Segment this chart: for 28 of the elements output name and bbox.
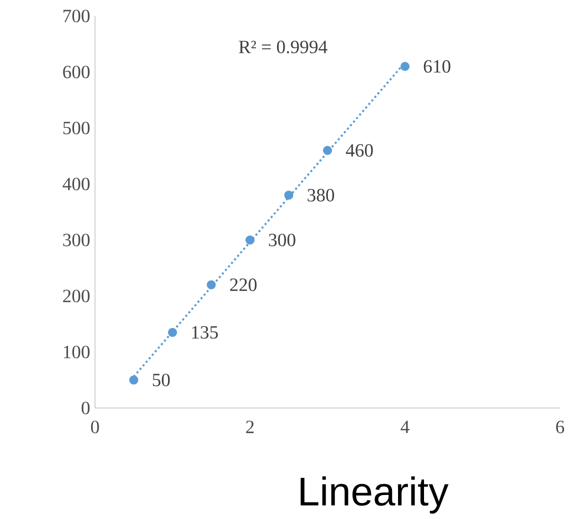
point <box>322 146 332 155</box>
y-tick-label: 500 <box>63 122 90 134</box>
data-label: 380 <box>308 188 334 202</box>
x-tick-label: 2 <box>246 420 254 434</box>
y-tick-label: 700 <box>64 10 90 22</box>
point <box>245 235 255 245</box>
y-tick-label: 200 <box>63 290 90 302</box>
data-label: 50 <box>152 374 170 386</box>
y-tick-label: 300 <box>63 234 90 246</box>
x-tick-label: 4 <box>400 420 410 433</box>
data-label: 300 <box>268 234 296 246</box>
point <box>206 280 216 290</box>
point <box>284 190 294 200</box>
y-tick-label: 600 <box>63 66 90 78</box>
y-tick-label: 0 <box>82 402 90 414</box>
x-tick-label: 0 <box>91 420 99 434</box>
y-tick-label: 400 <box>62 178 90 190</box>
point <box>129 375 138 385</box>
data-label: 220 <box>230 278 257 292</box>
point <box>168 328 178 337</box>
point <box>400 62 410 71</box>
x-axis-title: Linearity <box>300 476 448 514</box>
x-tick-label: 6 <box>556 420 564 434</box>
annotation: R² = 0.9994 <box>238 40 328 54</box>
y-tick-label: 100 <box>64 346 90 358</box>
data-label: 135 <box>192 326 218 339</box>
data-label: 460 <box>346 144 373 157</box>
data-label: 610 <box>424 60 450 73</box>
